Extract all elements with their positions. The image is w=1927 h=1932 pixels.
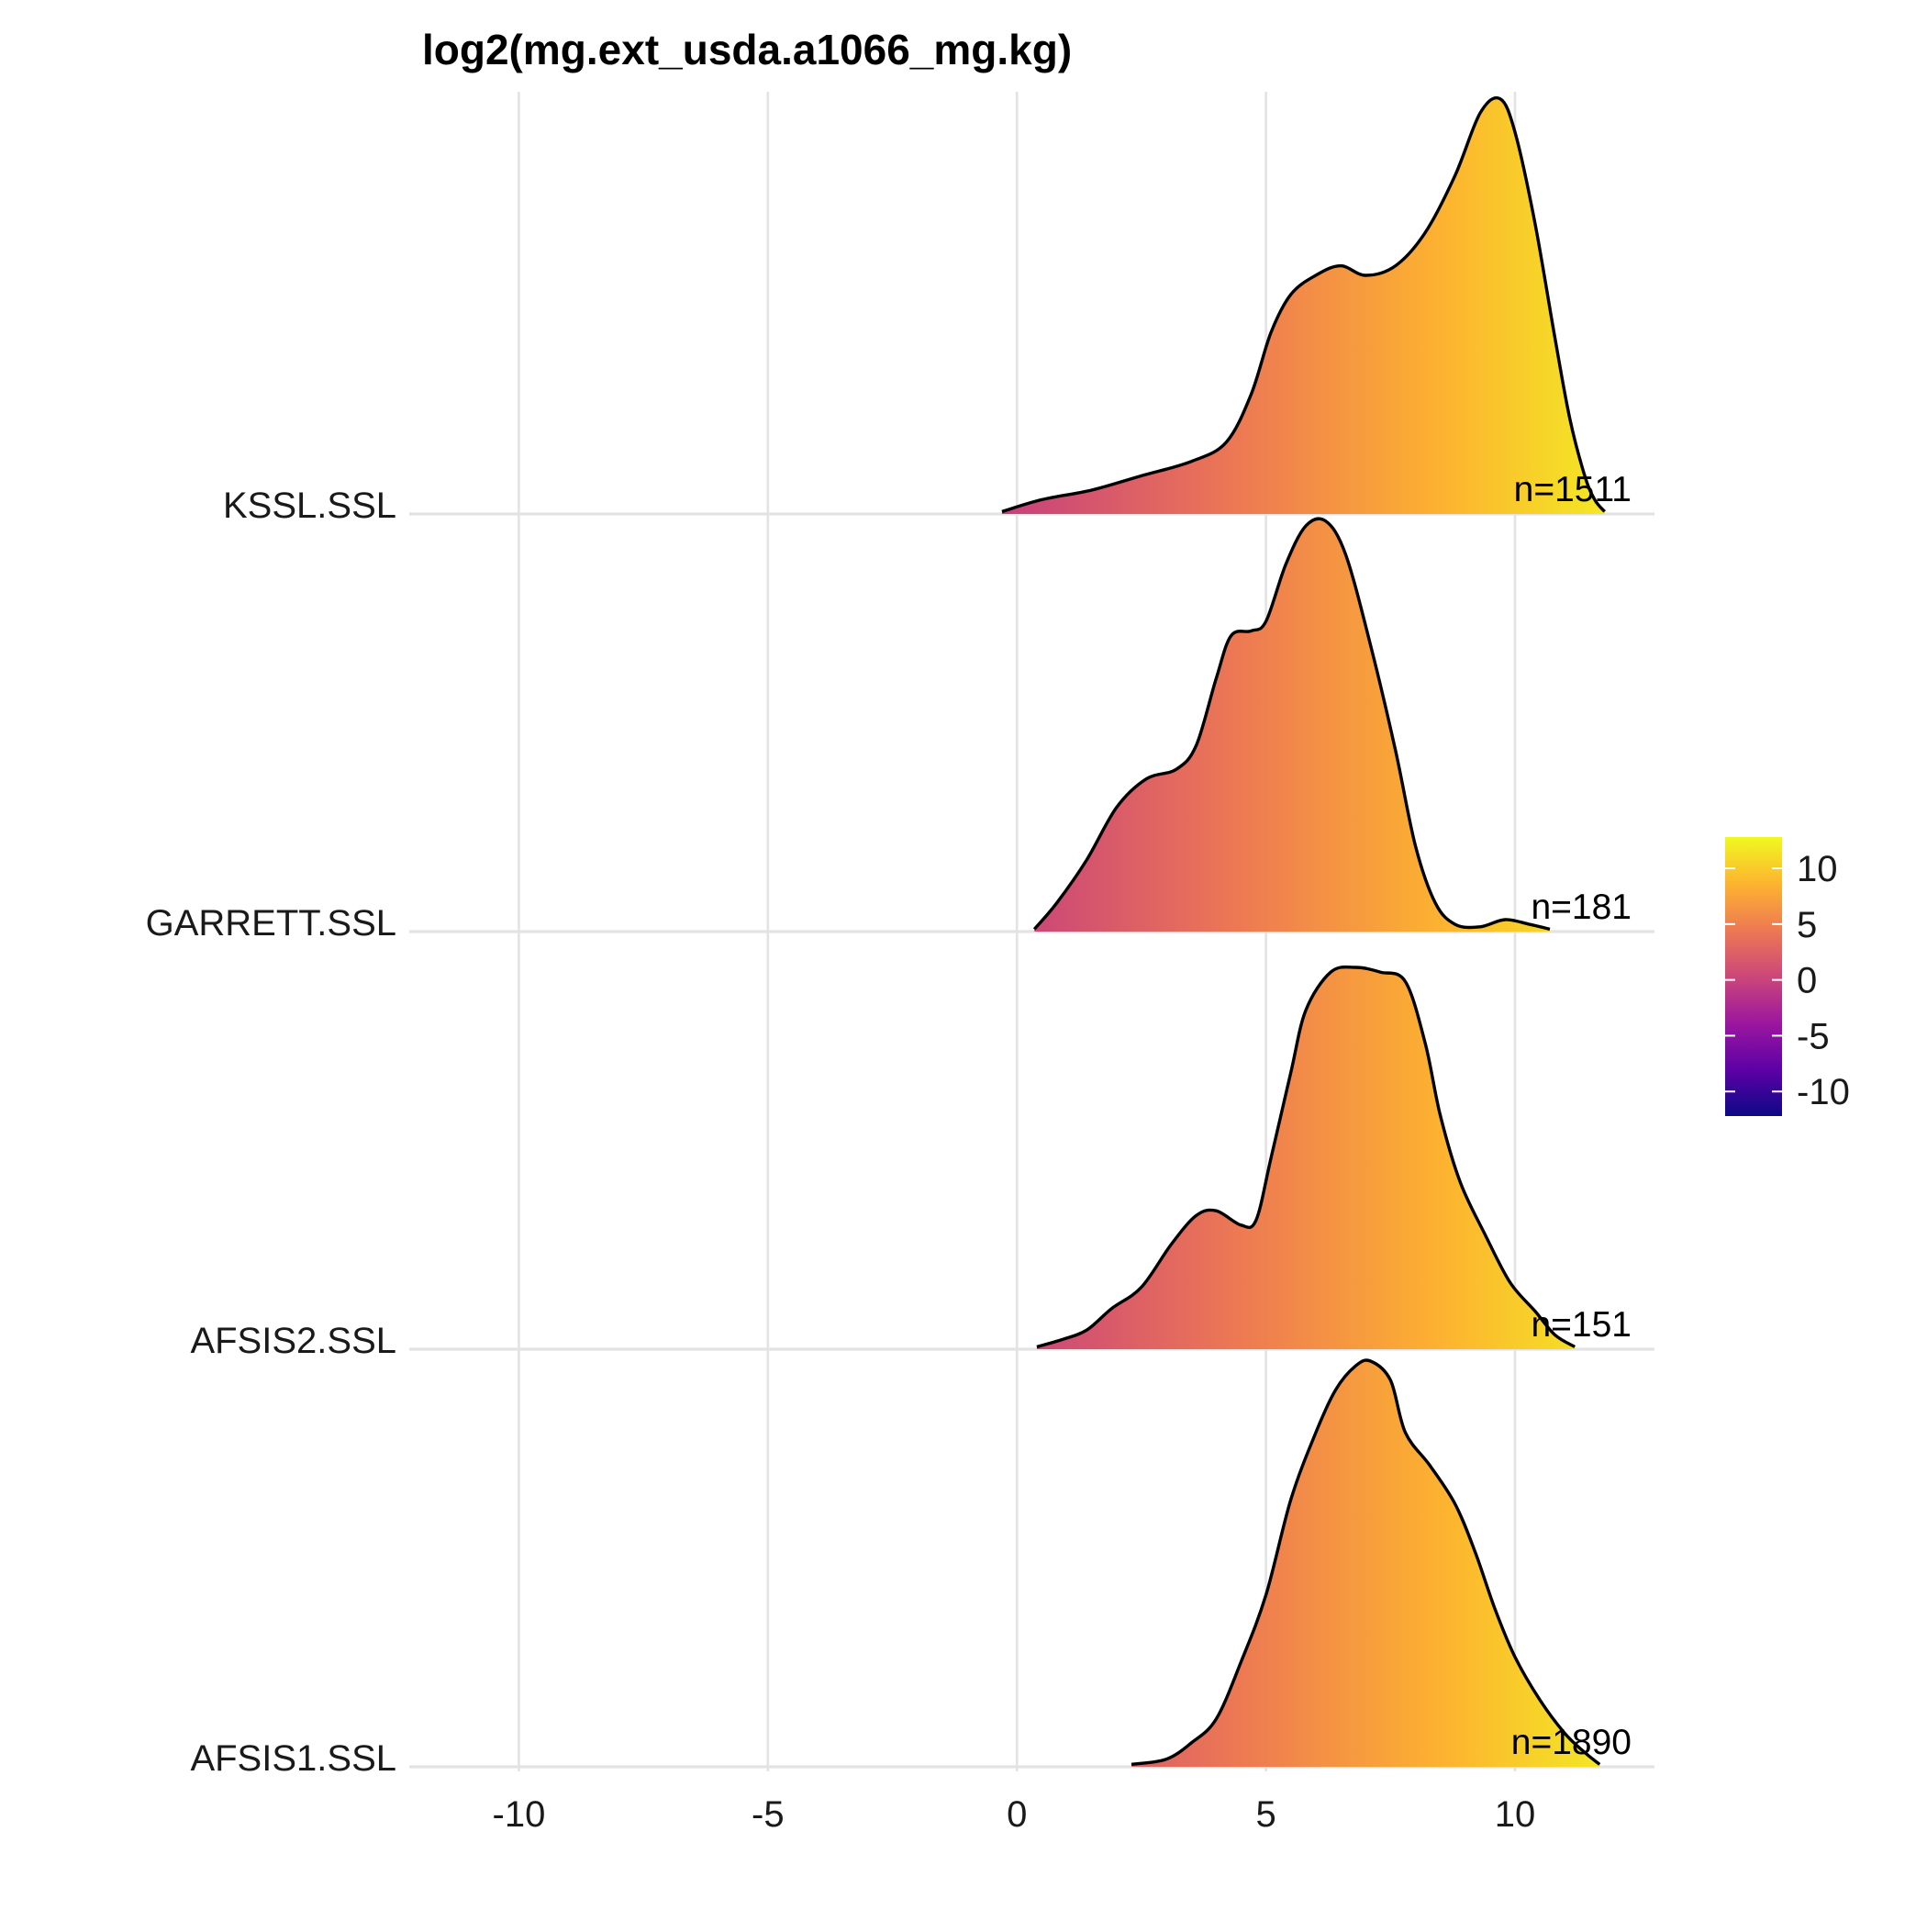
category-label-garrett-ssl: GARRETT.SSL [146, 903, 396, 944]
ridge-outline [1001, 95, 1607, 514]
colorbar-legend: 10 5 0 -5 -10 [1725, 837, 1850, 1116]
colorbar-tick-label: -5 [1797, 1016, 1830, 1056]
chart-title: log2(mg.ext_usda.a1066_mg.kg) [422, 26, 1072, 73]
colorbar-tick-label: 5 [1797, 905, 1817, 945]
ridge-area [1034, 519, 1551, 932]
x-tick-label: 10 [1495, 1794, 1536, 1835]
ridge-outline [1036, 965, 1576, 1349]
ridge-area [1036, 966, 1576, 1349]
ridge-kssl-ssl: n=1511 [409, 95, 1654, 516]
category-label-afsis1-ssl: AFSIS1.SSL [190, 1738, 396, 1779]
colorbar-tick-label: -10 [1797, 1072, 1850, 1112]
sample-size-label: n=151 [1531, 1305, 1632, 1345]
x-axis-ticks: -10 -5 0 5 10 [493, 1794, 1536, 1835]
x-tick-label: -5 [752, 1794, 785, 1835]
colorbar-tick-label: 10 [1797, 849, 1838, 889]
ridge-area [1001, 97, 1605, 514]
x-tick-label: -10 [493, 1794, 546, 1835]
sample-size-label: n=181 [1531, 888, 1632, 927]
sample-size-label: n=1511 [1514, 470, 1632, 509]
ridge-afsis2-ssl: n=151 [409, 965, 1654, 1351]
sample-size-label: n=1890 [1511, 1723, 1632, 1762]
ridge-area [1131, 1359, 1600, 1767]
colorbar [1725, 837, 1782, 1116]
ridge-outline [1032, 517, 1551, 932]
ridges: n=1511 n=181 n=151 n=1890 [409, 95, 1654, 1769]
category-labels: KSSL.SSL GARRETT.SSL AFSIS2.SSL AFSIS1.SSL [146, 486, 396, 1779]
ridge-afsis1-ssl: n=1890 [409, 1358, 1654, 1769]
colorbar-tick-label: 0 [1797, 961, 1817, 1001]
x-tick-label: 5 [1255, 1794, 1275, 1835]
ridge-garrett-ssl: n=181 [409, 517, 1654, 933]
category-label-afsis2-ssl: AFSIS2.SSL [190, 1321, 396, 1361]
x-tick-label: 0 [1007, 1794, 1027, 1835]
category-label-kssl-ssl: KSSL.SSL [223, 486, 396, 526]
ridge-outline [1131, 1358, 1601, 1767]
